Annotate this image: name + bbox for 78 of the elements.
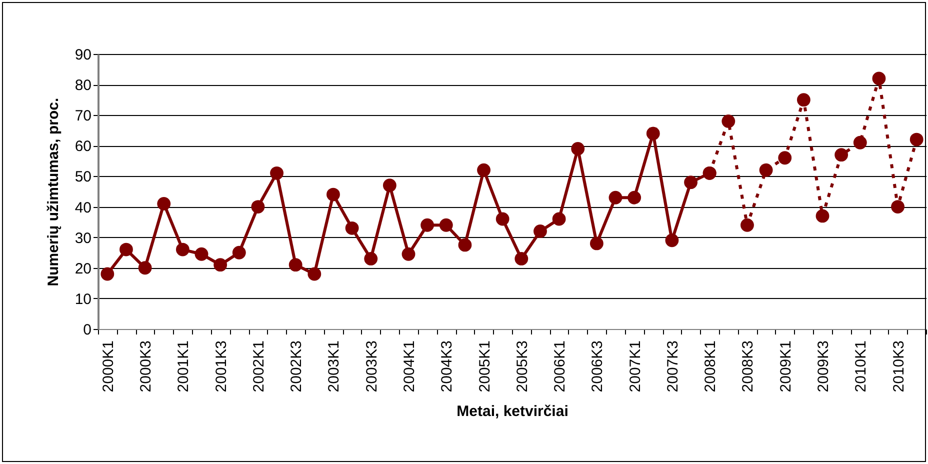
point — [552, 212, 566, 226]
y-tick-label: 70 — [74, 108, 92, 125]
x-tick-label: 2008K3 — [740, 340, 757, 392]
point — [270, 166, 284, 180]
point — [458, 238, 472, 252]
point — [232, 246, 246, 260]
x-tick-label: 2005K3 — [514, 340, 531, 392]
point — [702, 166, 716, 180]
point — [740, 218, 754, 232]
y-tick-label: 90 — [74, 46, 92, 64]
point — [834, 148, 848, 162]
point — [288, 258, 302, 272]
x-tick-label: 2001K1 — [175, 340, 192, 392]
point — [100, 267, 114, 281]
point — [308, 267, 322, 281]
y-tick-label: 10 — [74, 290, 92, 308]
point — [382, 178, 396, 192]
point — [326, 188, 340, 202]
y-tick-label: 20 — [74, 260, 92, 278]
x-axis-title: Metai, ketvirčiai — [456, 403, 568, 420]
x-tick-label: 2008K1 — [702, 340, 720, 392]
x-tick-label: 2000K3 — [138, 340, 155, 392]
point — [477, 163, 490, 177]
point — [910, 132, 924, 146]
x-tick-label: 2002K3 — [288, 340, 306, 392]
y-tick-label: 50 — [74, 168, 92, 186]
point — [608, 190, 622, 204]
point — [759, 163, 773, 177]
x-tick-label: 2000K1 — [100, 340, 117, 392]
x-tick-label: 2009K1 — [777, 340, 794, 392]
point — [571, 142, 585, 156]
point — [872, 72, 886, 86]
x-tick-label: 2006K3 — [589, 340, 606, 392]
x-tick-label: 2007K3 — [664, 340, 682, 392]
x-tick-label: 2004K3 — [438, 340, 456, 392]
y-tick-label: 40 — [74, 199, 92, 216]
point — [891, 200, 904, 214]
x-tick-label: 2009K3 — [815, 340, 832, 392]
point — [816, 209, 830, 223]
x-tick-label: 2007K1 — [626, 340, 644, 392]
y-tick-label: 60 — [74, 138, 92, 156]
point — [420, 218, 434, 232]
point — [684, 176, 698, 190]
x-tick-label: 2003K1 — [326, 340, 343, 392]
x-tick-label: 2001K3 — [212, 340, 230, 392]
x-tick-label: 2010K1 — [852, 340, 870, 392]
point — [534, 224, 547, 238]
point — [796, 93, 810, 107]
point — [853, 136, 867, 150]
point — [514, 252, 528, 266]
x-tick-label: 2003K3 — [363, 340, 380, 392]
point — [176, 242, 190, 256]
point — [439, 218, 453, 232]
y-tick-label: 0 — [83, 322, 92, 338]
point — [665, 234, 679, 248]
point — [496, 212, 510, 226]
point — [646, 126, 660, 140]
y-axis-title: Numerių užimtumas, proc. — [44, 98, 62, 286]
point — [402, 247, 416, 261]
point — [628, 190, 642, 204]
x-tick-label: 2010K3 — [890, 340, 908, 392]
point — [120, 242, 133, 256]
point — [590, 236, 604, 250]
y-tick-label: 80 — [74, 77, 92, 94]
point — [214, 258, 228, 272]
point — [157, 197, 171, 210]
y-tick-label: 30 — [74, 230, 92, 247]
point — [778, 151, 792, 165]
point — [251, 200, 265, 214]
x-tick-label: 2006K1 — [552, 340, 569, 392]
x-tick-label: 2004K1 — [401, 340, 418, 392]
point — [138, 261, 152, 275]
point — [194, 247, 208, 261]
x-tick-label: 2005K1 — [476, 340, 494, 392]
point — [722, 114, 736, 128]
point — [345, 221, 359, 235]
point — [364, 252, 378, 266]
x-tick-label: 2002K1 — [250, 340, 268, 392]
